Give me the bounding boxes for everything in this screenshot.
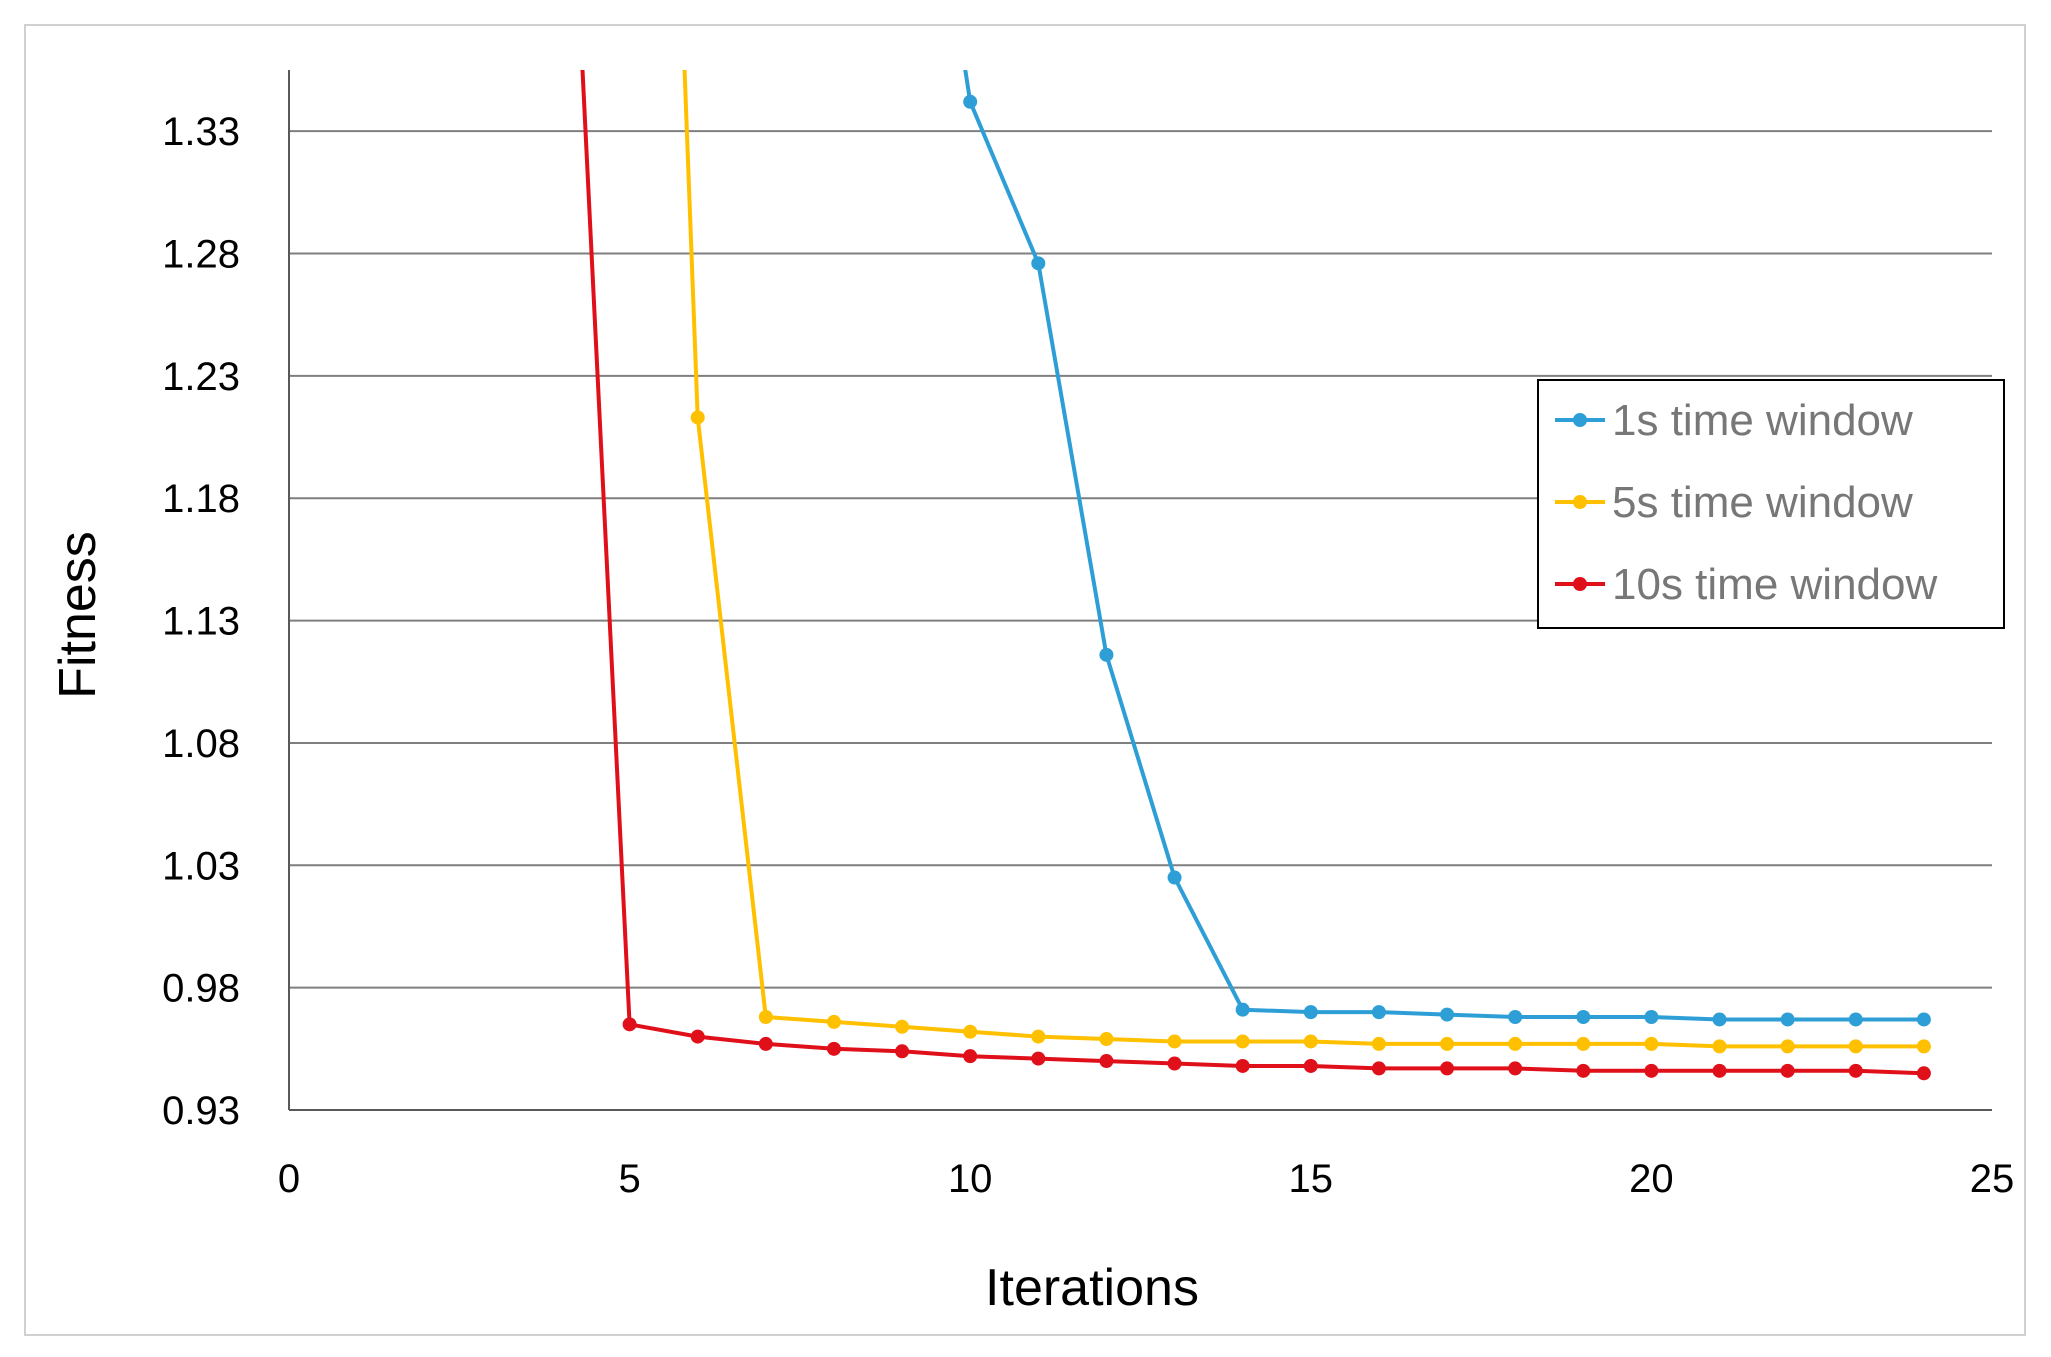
data-point <box>1031 1029 1046 1044</box>
data-point <box>1848 1063 1863 1078</box>
data-point <box>1712 1063 1727 1078</box>
data-point <box>1031 1051 1046 1066</box>
gridlines <box>289 130 1992 989</box>
axes <box>288 70 1992 1111</box>
x-tick-label: 15 <box>1289 1157 1334 1201</box>
data-point <box>1508 1061 1523 1076</box>
data-point <box>1508 1036 1523 1051</box>
legend-swatch-marker <box>1573 577 1587 591</box>
data-point <box>963 1024 978 1039</box>
y-tick-label: 1.18 <box>162 477 240 521</box>
series-1 <box>682 70 1931 1054</box>
data-point <box>1576 1036 1591 1051</box>
data-point <box>826 1041 841 1056</box>
series-line <box>963 70 1924 1022</box>
legend-entry: 1s time window <box>1555 396 1913 445</box>
data-point <box>1916 1066 1931 1081</box>
data-point <box>1099 647 1114 662</box>
data-point <box>1371 1061 1386 1076</box>
data-point <box>1780 1012 1795 1027</box>
legend-swatch-marker <box>1573 413 1587 427</box>
data-point <box>1303 1058 1318 1073</box>
data-point <box>1371 1036 1386 1051</box>
data-point <box>758 1010 773 1025</box>
data-point <box>1644 1063 1659 1078</box>
x-tick-label: 20 <box>1629 1157 1674 1201</box>
data-point <box>1303 1005 1318 1020</box>
legend-label: 1s time window <box>1612 396 1913 445</box>
data-point <box>758 1036 773 1051</box>
y-tick-label: 1.23 <box>162 355 240 399</box>
data-point <box>963 1049 978 1064</box>
data-point <box>1508 1010 1523 1025</box>
chart-border <box>24 24 2026 1336</box>
y-tick-label: 1.28 <box>162 233 240 277</box>
legend-box <box>1537 379 2005 629</box>
data-point <box>1848 1039 1863 1054</box>
data-point <box>1235 1034 1250 1049</box>
data-point <box>895 1019 910 1034</box>
legend-swatch-marker <box>1573 495 1587 509</box>
data-point <box>1235 1058 1250 1073</box>
y-axis-title: Fitness <box>49 531 107 699</box>
data-point <box>1235 1002 1250 1017</box>
x-tick-label: 0 <box>278 1157 300 1201</box>
data-point <box>1780 1063 1795 1078</box>
data-point <box>1303 1034 1318 1049</box>
data-point <box>895 1044 910 1059</box>
data-point <box>1371 1005 1386 1020</box>
legend-label: 10s time window <box>1612 560 1937 609</box>
y-tick-label: 1.03 <box>162 844 240 888</box>
data-point <box>690 1029 705 1044</box>
data-point <box>1916 1012 1931 1027</box>
data-point <box>1167 870 1182 885</box>
data-point <box>1712 1039 1727 1054</box>
data-point <box>963 94 978 109</box>
legend: 1s time window 5s time window 10s time win… <box>1537 379 2005 629</box>
data-point <box>1440 1061 1455 1076</box>
data-point <box>1848 1012 1863 1027</box>
data-point <box>1576 1010 1591 1025</box>
data-point <box>1031 256 1046 271</box>
data-point <box>622 1017 637 1032</box>
series-line <box>682 70 1924 1049</box>
data-point <box>690 410 705 425</box>
data-point <box>1916 1039 1931 1054</box>
series-2 <box>580 70 1931 1081</box>
data-point <box>1440 1007 1455 1022</box>
x-tick-label: 5 <box>618 1157 640 1201</box>
data-point <box>1440 1036 1455 1051</box>
y-tick-label: 1.33 <box>162 110 240 154</box>
y-tick-label: 0.98 <box>162 967 240 1011</box>
legend-entry: 5s time window <box>1555 478 1913 527</box>
y-tick-label: 0.93 <box>162 1089 240 1133</box>
data-point <box>1712 1012 1727 1027</box>
series-0 <box>963 70 1931 1027</box>
x-tick-label: 10 <box>948 1157 993 1201</box>
data-point <box>1167 1056 1182 1071</box>
data-point <box>1099 1032 1114 1047</box>
data-point <box>1780 1039 1795 1054</box>
data-point <box>1167 1034 1182 1049</box>
x-axis-title: Iterations <box>985 1259 1199 1317</box>
data-point <box>1099 1054 1114 1069</box>
x-tick-label: 25 <box>1970 1157 2015 1201</box>
data-point <box>1644 1036 1659 1051</box>
x-tick-labels: 0 5 10 15 20 25 <box>278 1157 2014 1201</box>
y-tick-label: 1.13 <box>162 600 240 644</box>
y-tick-labels: 0.93 0.98 1.03 1.08 1.13 1.18 1.23 1.28 1.33 <box>162 110 240 1133</box>
legend-label: 5s time window <box>1612 478 1913 527</box>
series-lines <box>580 70 1931 1081</box>
y-tick-label: 1.08 <box>162 722 240 766</box>
data-point <box>1576 1063 1591 1078</box>
legend-entry: 10s time window <box>1555 560 1937 609</box>
data-point <box>826 1014 841 1029</box>
data-point <box>1644 1010 1659 1025</box>
